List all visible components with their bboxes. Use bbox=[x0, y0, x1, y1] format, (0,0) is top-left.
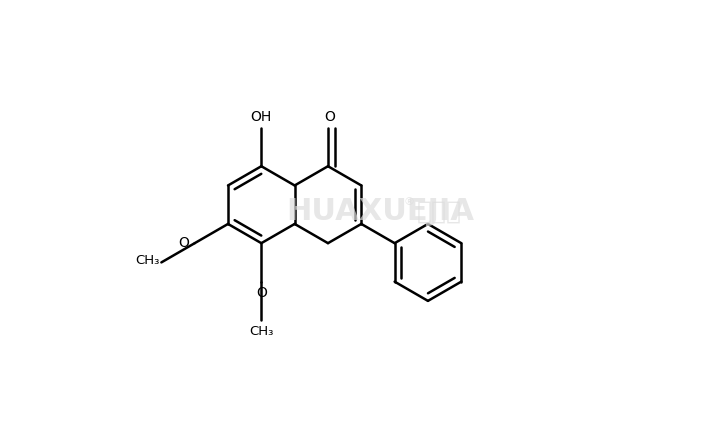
Text: CH₃: CH₃ bbox=[249, 325, 273, 338]
Text: HUAXUEJIA: HUAXUEJIA bbox=[286, 197, 474, 226]
Text: ®: ® bbox=[404, 198, 415, 208]
Text: 化学加: 化学加 bbox=[417, 199, 462, 223]
Text: O: O bbox=[325, 110, 335, 124]
Text: CH₃: CH₃ bbox=[135, 254, 159, 267]
Text: O: O bbox=[179, 236, 189, 250]
Text: O: O bbox=[256, 286, 266, 300]
Text: OH: OH bbox=[251, 110, 272, 124]
